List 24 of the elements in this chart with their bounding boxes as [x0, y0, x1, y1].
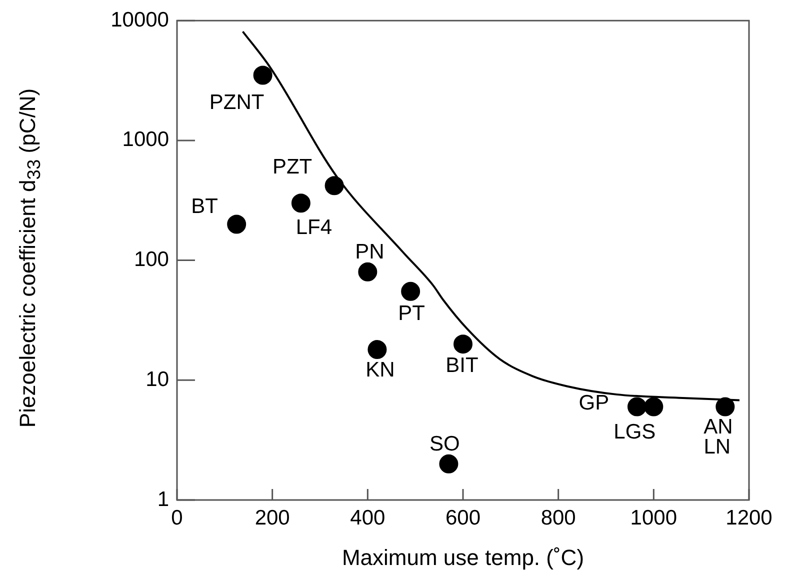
x-tick-label: 600 [445, 506, 481, 530]
y-tick-label: 1 [157, 488, 169, 511]
y-tick-label: 10 [146, 368, 169, 391]
x-tick-label: 0 [171, 506, 183, 530]
annotation: GP [578, 392, 610, 415]
x-tick-label: 1000 [630, 506, 678, 530]
annotation: BT [191, 195, 218, 218]
annotation: SO [430, 432, 460, 456]
y-tick-label: 10000 [110, 8, 169, 32]
x-tick-label: 1200 [726, 506, 772, 530]
annotation: BIT [446, 354, 479, 377]
annotation: PZT [272, 155, 312, 178]
annotation: KN [366, 358, 395, 382]
annotation: PN [355, 240, 384, 264]
x-axis-title: Maximum use temp. (˚C) [342, 544, 584, 570]
x-tick-label: 200 [254, 506, 290, 530]
annotation: PZNT [209, 91, 264, 114]
annotation: LGS [614, 420, 656, 444]
annotation: PT [398, 302, 426, 326]
y-tick-label: 1000 [122, 128, 169, 152]
x-tick-label: 800 [540, 506, 576, 530]
x-tick-label: 400 [350, 506, 386, 530]
annotation: LF4 [296, 216, 332, 239]
y-tick-label: 100 [134, 248, 169, 272]
